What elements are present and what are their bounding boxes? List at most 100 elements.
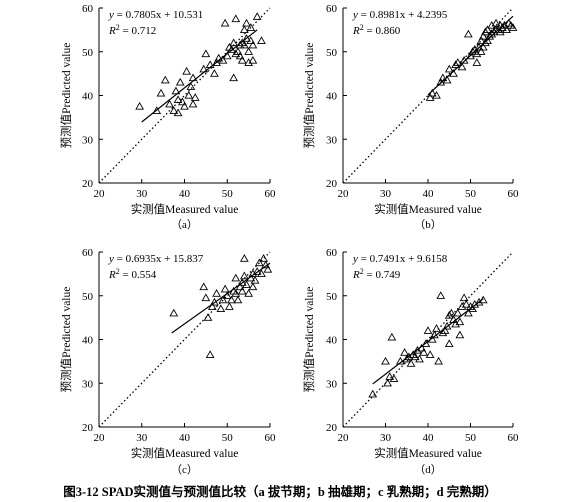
data-point	[470, 45, 480, 53]
data-point	[188, 73, 198, 82]
data-point	[239, 40, 249, 49]
x-tick-label: 50	[222, 188, 234, 200]
data-point	[480, 27, 490, 36]
data-point	[400, 348, 410, 356]
x-tick-label: 40	[179, 432, 191, 444]
data-point	[438, 328, 448, 337]
y-tick-label: 60	[82, 3, 94, 15]
data-point	[246, 273, 256, 282]
r-squared: R2 = 0.749	[352, 267, 401, 281]
y-tick-label: 30	[82, 378, 94, 390]
data-point	[152, 106, 162, 114]
r-squared: R2 = 0.554	[108, 267, 157, 281]
data-point	[446, 308, 456, 317]
data-point	[474, 297, 484, 306]
data-point	[246, 23, 256, 31]
data-point	[254, 258, 264, 267]
data-point	[242, 18, 251, 27]
y-tick-label: 20	[326, 178, 338, 190]
x-tick-label: 40	[179, 188, 191, 200]
data-point	[218, 55, 228, 64]
data-point	[466, 51, 475, 60]
data-point	[175, 77, 185, 86]
data-point	[242, 280, 251, 288]
data-point	[165, 99, 174, 108]
data-point	[381, 356, 390, 365]
y-tick-label: 50	[82, 291, 94, 303]
data-point	[160, 75, 170, 84]
r-squared: R2 = 0.860	[352, 23, 401, 37]
data-point	[476, 47, 486, 55]
data-point	[459, 55, 469, 64]
x-tick-label: 60	[265, 188, 277, 200]
x-axis-label: 实测值Measured value	[131, 446, 239, 460]
data-point	[483, 36, 492, 44]
data-point	[248, 282, 258, 291]
panel-label: （a）	[171, 218, 198, 231]
one-to-one-line	[342, 7, 514, 184]
data-point	[201, 49, 211, 58]
data-point	[216, 304, 226, 313]
y-axis-label: 预测值Predicted value	[303, 43, 316, 149]
x-tick-label: 20	[338, 188, 350, 200]
x-tick-label: 40	[423, 432, 435, 444]
data-point	[463, 29, 473, 38]
data-point	[239, 25, 249, 34]
data-point	[229, 38, 239, 47]
data-point	[429, 330, 439, 339]
data-point	[387, 332, 397, 341]
y-tick-label: 40	[326, 91, 338, 103]
data-point	[389, 374, 399, 383]
data-point	[470, 299, 480, 308]
data-point	[438, 73, 448, 82]
y-tick-label: 40	[82, 91, 94, 103]
data-point	[500, 20, 509, 29]
y-tick-label: 60	[326, 3, 338, 15]
data-point	[259, 254, 268, 262]
data-point	[237, 286, 247, 295]
y-tick-label: 40	[326, 335, 338, 347]
data-point	[432, 90, 441, 99]
data-point	[468, 47, 478, 55]
data-point	[248, 269, 258, 278]
y-tick-label: 20	[82, 178, 94, 190]
data-point	[135, 101, 144, 110]
regression-equation: y = 0.8981x + 4.2395	[352, 9, 448, 21]
data-point	[451, 319, 461, 328]
data-point	[478, 42, 488, 51]
data-point	[169, 106, 179, 114]
data-point	[410, 352, 420, 361]
data-point	[444, 64, 454, 73]
data-point	[173, 95, 183, 104]
data-point	[427, 334, 437, 343]
data-point	[459, 293, 469, 302]
data-point	[455, 317, 465, 326]
data-point	[489, 27, 499, 36]
data-point	[235, 282, 245, 291]
y-axis-label: 预测值Predicted value	[60, 287, 73, 393]
data-point	[480, 38, 490, 47]
regression-equation: y = 0.6935x + 15.837	[108, 253, 204, 265]
x-tick-label: 40	[423, 188, 435, 200]
one-to-one-line	[342, 251, 514, 428]
one-to-one-line	[98, 7, 271, 184]
data-point	[257, 269, 266, 278]
data-point	[472, 49, 482, 58]
data-point	[444, 310, 454, 319]
data-point	[227, 295, 236, 304]
data-point	[190, 93, 200, 101]
data-point	[483, 25, 492, 34]
data-point	[212, 58, 221, 66]
data-point	[239, 254, 249, 262]
data-point	[451, 60, 461, 69]
data-point	[453, 308, 463, 317]
data-point	[246, 36, 256, 44]
x-axis-label: 实测值Measured value	[374, 202, 482, 216]
x-tick-label: 30	[136, 432, 148, 444]
regression-equation: y = 0.7491x + 9.6158	[352, 253, 448, 265]
data-point	[263, 264, 273, 273]
data-point	[252, 12, 262, 20]
regression-line	[372, 298, 484, 385]
data-point	[436, 77, 446, 86]
data-point	[463, 308, 473, 317]
